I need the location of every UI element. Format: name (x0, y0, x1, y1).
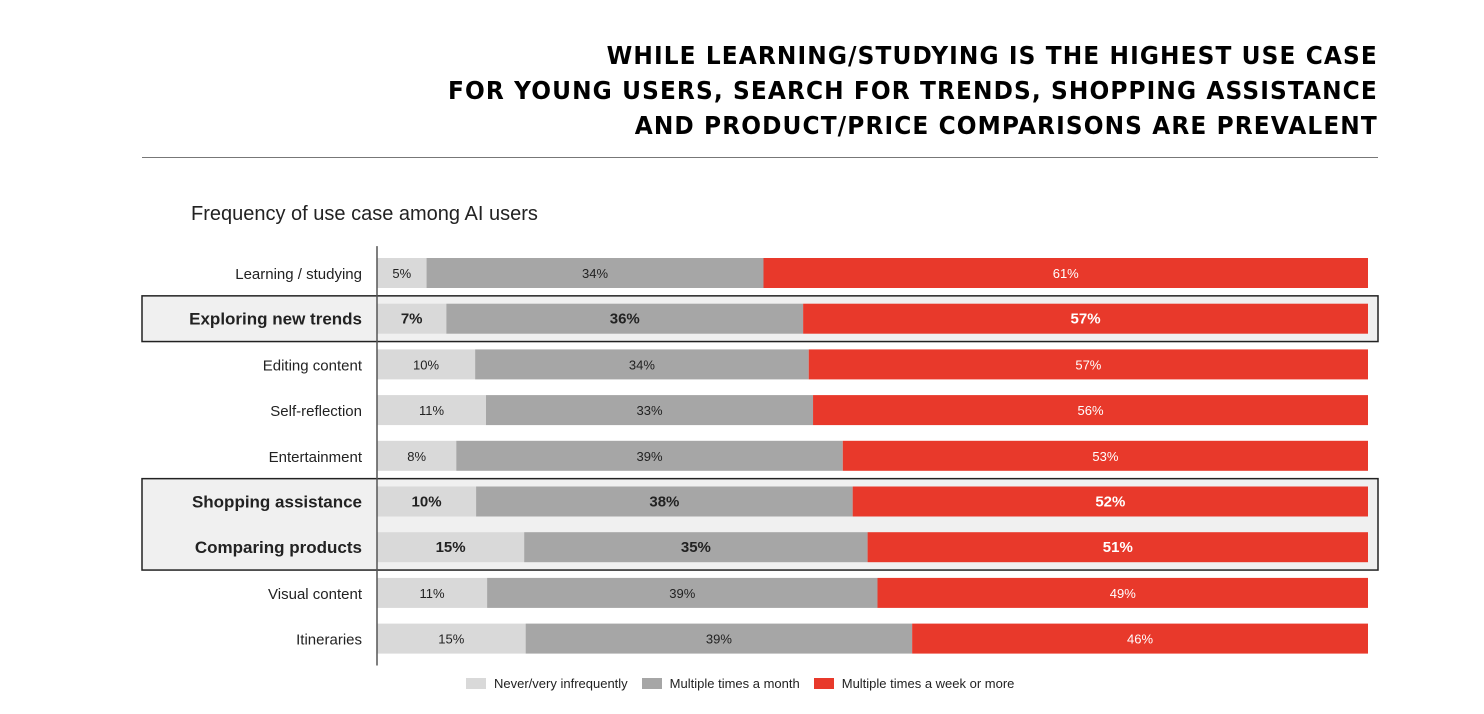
data-label: 56% (1078, 403, 1104, 418)
bar-segment (377, 258, 427, 288)
data-label: 36% (610, 311, 640, 328)
data-label: 15% (438, 632, 464, 647)
bar-segment (377, 349, 476, 380)
headline-line: AND PRODUCT/PRICE COMPARISONS ARE PREVAL… (634, 111, 1378, 140)
bar-segment (524, 532, 868, 563)
legend: Never/very infrequently Multiple times a… (466, 676, 1028, 691)
data-label: 46% (1127, 632, 1153, 647)
bar-segment (877, 577, 1368, 608)
legend-swatch (466, 678, 486, 689)
data-label: 33% (637, 403, 663, 418)
data-label: 5% (392, 266, 411, 281)
data-label: 61% (1053, 266, 1079, 281)
bar-segment (852, 486, 1368, 517)
data-label: 11% (420, 586, 445, 601)
data-label: 10% (412, 494, 442, 511)
bar-segment (867, 532, 1368, 563)
legend-swatch (641, 678, 662, 689)
bar-segment (377, 395, 487, 426)
data-label: 49% (1110, 586, 1136, 601)
data-label: 51% (1103, 539, 1133, 556)
category-label: Itineraries (296, 632, 362, 649)
bar-segment (912, 623, 1368, 654)
data-label: 11% (419, 403, 444, 418)
category-label: Learning / studying (235, 266, 362, 283)
category-label: Exploring new trends (189, 310, 362, 329)
legend-item: Never/very infrequently (466, 676, 628, 691)
bar-segment (525, 623, 913, 654)
bar-segment (486, 395, 814, 426)
category-label: Comparing products (195, 538, 362, 557)
legend-label: Multiple times a month (669, 676, 800, 691)
bar-segment (763, 258, 1368, 288)
bar-segment (475, 349, 809, 380)
data-label: 8% (407, 449, 426, 464)
legend-label: Multiple times a week or more (841, 676, 1015, 691)
bar-segment (487, 577, 878, 608)
category-label: Editing content (263, 357, 363, 374)
data-label: 34% (582, 266, 608, 281)
headline-line: FOR YOUNG USERS, SEARCH FOR TRENDS, SHOP… (448, 76, 1378, 105)
data-label: 10% (413, 357, 439, 372)
category-label: Entertainment (269, 449, 363, 466)
bar-segment (377, 303, 447, 334)
data-label: 38% (649, 494, 679, 511)
headline: WHILE LEARNING/STUDYING IS THE HIGHEST U… (448, 38, 1378, 143)
legend-item: Multiple times a week or more (813, 676, 1015, 691)
data-label: 35% (681, 539, 711, 556)
headline-line: WHILE LEARNING/STUDYING IS THE HIGHEST U… (606, 41, 1378, 70)
legend-swatch (813, 678, 834, 689)
data-label: 34% (629, 357, 655, 372)
bar-segment (476, 486, 853, 517)
data-label: 7% (401, 311, 423, 328)
bar-segment (377, 623, 526, 654)
category-label: Self-reflection (270, 403, 362, 420)
bar-segment (808, 349, 1368, 380)
legend-item: Multiple times a month (641, 676, 800, 691)
data-label: 39% (706, 632, 732, 647)
data-label: 39% (637, 449, 663, 464)
bar-segment (456, 440, 843, 471)
legend-label: Never/very infrequently (494, 676, 628, 691)
data-label: 39% (669, 586, 695, 601)
data-label: 52% (1095, 494, 1125, 511)
bar-segment (377, 577, 488, 608)
category-label: Visual content (268, 586, 363, 603)
bar-segment (377, 486, 477, 517)
bar-segment (446, 303, 804, 334)
divider (142, 157, 1378, 158)
category-label: Shopping assistance (192, 493, 362, 512)
data-label: 57% (1075, 357, 1101, 372)
bar-segment (377, 440, 457, 471)
chart-title: Frequency of use case among AI users (191, 203, 538, 225)
bar-segment (842, 440, 1368, 471)
data-label: 15% (436, 539, 466, 556)
bar-segment (377, 532, 525, 563)
bar-segment (803, 303, 1368, 334)
data-label: 53% (1092, 449, 1118, 464)
bar-segment (813, 395, 1368, 426)
data-label: 57% (1071, 311, 1101, 328)
bar-segment (426, 258, 764, 288)
